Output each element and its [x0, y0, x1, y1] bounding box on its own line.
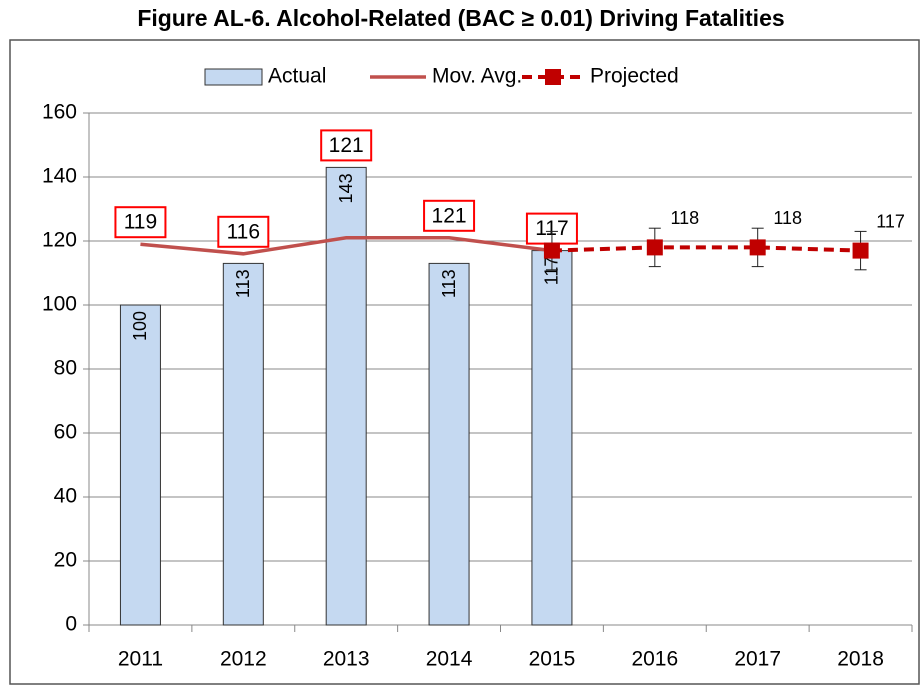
- projected-marker: [749, 239, 766, 256]
- x-tick-label: 2014: [426, 648, 473, 671]
- legend-marker: [545, 69, 561, 85]
- legend-label: Mov. Avg.: [432, 65, 522, 88]
- bar-value-label: 100: [130, 311, 150, 341]
- y-tick-label: 0: [65, 613, 77, 636]
- projected-value-label: 118: [773, 208, 802, 228]
- bar-value-label: 113: [439, 269, 459, 298]
- moving-average-label-box: [423, 199, 476, 232]
- y-tick-label: 160: [42, 101, 77, 124]
- y-tick-label: 40: [54, 485, 77, 508]
- chart-title: Figure AL-6. Alcohol-Related (BAC ≥ 0.01…: [137, 5, 784, 31]
- moving-average-value-label: 117: [535, 217, 568, 240]
- moving-average-label-box: [217, 215, 270, 248]
- bar: [119, 304, 161, 626]
- projected-line: [551, 245, 861, 253]
- y-tick-label: 120: [42, 229, 77, 252]
- legend-label: Projected: [590, 65, 679, 88]
- bar-value-label: 117: [542, 257, 562, 286]
- x-tick-label: 2013: [323, 648, 370, 671]
- bar-value-label: 113: [233, 269, 253, 298]
- moving-average-label-box: [114, 206, 167, 239]
- y-tick-label: 80: [54, 357, 77, 380]
- projected-marker: [543, 242, 560, 259]
- moving-average-value-label: 116: [227, 220, 260, 243]
- x-tick-label: 2018: [837, 648, 884, 671]
- moving-average-value-label: 119: [124, 211, 157, 234]
- legend-swatch: [204, 68, 263, 86]
- moving-average-value-label: 121: [432, 204, 467, 227]
- bar-value-label: 143: [336, 173, 356, 203]
- x-tick-label: 2011: [118, 648, 163, 671]
- x-tick-label: 2017: [734, 648, 781, 671]
- bar: [531, 250, 573, 626]
- projected-marker: [646, 239, 663, 256]
- bar: [222, 262, 264, 626]
- y-tick-label: 20: [54, 549, 77, 572]
- x-tick-label: 2012: [220, 648, 267, 671]
- bar: [325, 166, 367, 626]
- projected-value-label: 118: [670, 208, 699, 228]
- moving-average-label-box: [320, 129, 373, 162]
- y-tick-label: 100: [42, 293, 77, 316]
- moving-average-line: [140, 236, 553, 256]
- projected-value-label: 117: [876, 211, 905, 231]
- x-tick-label: 2016: [631, 648, 678, 671]
- moving-average-value-label: 121: [329, 134, 364, 157]
- x-tick-label: 2015: [529, 648, 576, 671]
- projected-marker: [852, 242, 869, 259]
- y-tick-label: 60: [54, 421, 77, 444]
- legend-label: Actual: [268, 65, 326, 88]
- y-tick-label: 140: [42, 165, 77, 188]
- bar: [428, 262, 470, 626]
